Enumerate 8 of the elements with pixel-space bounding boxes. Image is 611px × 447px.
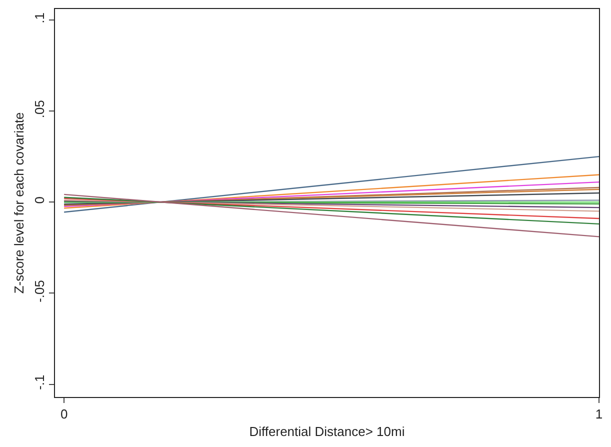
y-axis-title: Z-score level for each covariate <box>12 112 27 294</box>
x-tick-label: 1 <box>595 406 603 422</box>
y-tick-label: -.05 <box>32 280 47 302</box>
x-axis-title: Differential Distance> 10mi <box>249 424 405 440</box>
y-tick-label: .1 <box>32 12 47 24</box>
y-tick-label: .05 <box>32 100 47 118</box>
y-tick-label: 0 <box>32 196 47 204</box>
y-tick-label: -.1 <box>32 374 47 390</box>
